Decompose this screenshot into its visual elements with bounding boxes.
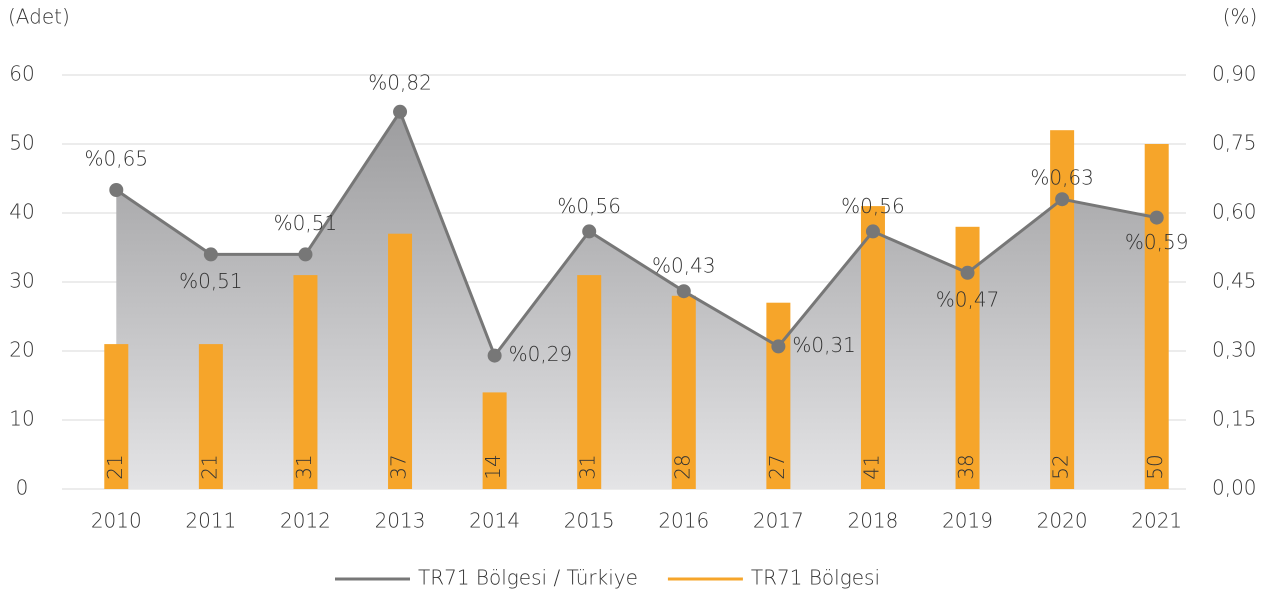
- bar-label: 28: [670, 454, 694, 479]
- bar-label: 31: [576, 454, 600, 479]
- bar-label: 52: [1049, 454, 1073, 479]
- bar: [766, 302, 791, 489]
- bar: [104, 344, 129, 489]
- line: [115, 108, 1157, 359]
- line-point: [1055, 192, 1070, 207]
- x-tick-label: 2011: [185, 509, 236, 533]
- y-tick-label: 30: [9, 269, 34, 293]
- data-label: %0,82: [368, 70, 432, 94]
- x-tick-label: 2014: [469, 509, 520, 533]
- x-tick-label: 2018: [848, 509, 899, 533]
- y2-tick-label: 0,30: [1212, 338, 1257, 362]
- x-tick-label: 2016: [658, 509, 709, 533]
- line-point: [865, 224, 880, 239]
- line-point: [298, 247, 313, 262]
- line-point: [203, 247, 218, 262]
- legend-label: TR71 Bölgesi / Türkiye: [418, 566, 638, 590]
- bar-label: 14: [481, 454, 505, 479]
- y2-tick-label: 0,90: [1212, 62, 1257, 86]
- bar-label: 38: [954, 454, 978, 479]
- line-point: [676, 284, 691, 299]
- bar-label: 21: [103, 454, 127, 479]
- data-label: %0,29: [509, 342, 573, 366]
- y2-tick-label: 0,75: [1212, 131, 1257, 155]
- x-tick-label: 2019: [942, 509, 993, 533]
- line-point: [1149, 210, 1164, 225]
- bar: [860, 206, 885, 489]
- bar: [293, 275, 318, 489]
- y-tick-label: 60: [9, 62, 34, 86]
- line-point: [393, 104, 408, 119]
- bar: [388, 233, 413, 489]
- data-label: %0,56: [557, 194, 621, 218]
- x-tick-label: 2010: [91, 509, 142, 533]
- bar: [1050, 130, 1075, 489]
- bar: [577, 275, 602, 489]
- data-label: %0,65: [85, 147, 149, 171]
- x-tick-label: 2012: [280, 509, 331, 533]
- x-tick-label: 2020: [1037, 509, 1088, 533]
- bar-label: 41: [859, 454, 883, 479]
- line-area: [116, 111, 1157, 490]
- x-tick-label: 2021: [1131, 509, 1182, 533]
- bar-label: 31: [292, 454, 316, 479]
- data-label: %0,43: [652, 254, 716, 278]
- bar: [671, 295, 696, 489]
- x-tick-label: 2017: [753, 509, 804, 533]
- bar-label: 21: [197, 454, 221, 479]
- y2-tick-label: 0,60: [1212, 200, 1257, 224]
- y2-tick-label: 0,00: [1212, 476, 1257, 500]
- line-point: [771, 339, 786, 354]
- data-label: %0,31: [792, 333, 856, 357]
- x-tick-label: 2015: [564, 509, 615, 533]
- data-label: %0,51: [274, 211, 338, 235]
- line-point: [582, 224, 597, 239]
- data-label: %0,56: [841, 194, 905, 218]
- bar: [198, 344, 223, 489]
- bar-label: 50: [1143, 454, 1167, 479]
- line-point: [487, 348, 502, 363]
- y-tick-label: 50: [9, 131, 34, 155]
- bar: [482, 392, 507, 489]
- data-label: %0,51: [179, 269, 243, 293]
- data-label: %0,59: [1125, 230, 1189, 254]
- legend-label: TR71 Bölgesi: [751, 566, 880, 590]
- y2-tick-label: 0,15: [1212, 407, 1257, 431]
- y2-axis-label: (%): [1223, 5, 1258, 29]
- data-label: %0,63: [1030, 166, 1094, 190]
- x-tick-label: 2013: [375, 509, 426, 533]
- y-tick-label: 20: [9, 338, 34, 362]
- y-axis-label: (Adet): [8, 5, 70, 29]
- y-tick-label: 0: [16, 476, 29, 500]
- data-label: %0,47: [936, 287, 1000, 311]
- bar-label: 37: [387, 454, 411, 479]
- bar-label: 27: [765, 454, 789, 479]
- line-point: [960, 265, 975, 280]
- y-tick-label: 40: [9, 200, 34, 224]
- line-point: [109, 183, 124, 197]
- bar: [1144, 144, 1169, 489]
- y2-tick-label: 0,45: [1212, 269, 1257, 293]
- y-tick-label: 10: [9, 407, 34, 431]
